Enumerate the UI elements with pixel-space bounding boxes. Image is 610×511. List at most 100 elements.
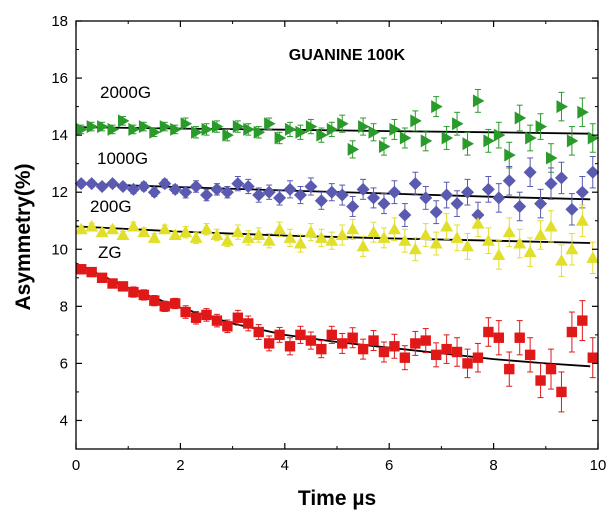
series-label-200g: 200G <box>90 197 132 216</box>
data-point-1000g <box>241 179 255 193</box>
data-point-1000g <box>158 177 172 191</box>
data-point-1000g <box>377 197 391 211</box>
data-point-zg <box>378 346 390 358</box>
data-point-1000g <box>429 205 443 219</box>
data-point-1000g <box>398 208 412 222</box>
data-point-1000g <box>575 185 589 199</box>
data-point-1000g <box>346 199 360 213</box>
x-tick-label: 4 <box>281 457 289 474</box>
data-point-200g <box>137 225 151 238</box>
data-point-200g <box>408 242 422 255</box>
data-point-1000g <box>461 185 474 199</box>
data-point-200g <box>492 248 506 260</box>
data-point-2000g <box>368 125 381 139</box>
x-tick-label: 8 <box>489 457 497 474</box>
data-point-zg <box>493 332 505 343</box>
data-point-200g <box>461 239 474 252</box>
data-point-2000g <box>138 120 151 134</box>
data-point-2000g <box>483 134 495 148</box>
data-point-200g <box>179 225 193 238</box>
data-point-1000g <box>440 188 454 202</box>
data-point-2000g <box>191 125 203 139</box>
data-point-1000g <box>200 188 213 202</box>
data-point-1000g <box>210 182 224 196</box>
data-point-1000g <box>325 185 339 199</box>
data-point-200g <box>575 214 589 226</box>
data-point-zg <box>169 298 181 309</box>
data-point-200g <box>346 222 360 235</box>
data-point-zg <box>284 341 296 352</box>
data-point-1000g <box>106 177 120 191</box>
data-point-2000g <box>117 114 130 128</box>
data-point-zg <box>159 301 170 312</box>
data-point-1000g <box>252 188 266 202</box>
x-tick-label: 6 <box>385 457 393 474</box>
x-tick-label: 0 <box>72 457 80 474</box>
data-point-zg <box>347 332 358 343</box>
data-point-2000g <box>222 128 234 142</box>
data-point-1000g <box>168 182 182 196</box>
data-point-1000g <box>74 177 88 191</box>
data-point-200g <box>471 217 485 229</box>
data-point-200g <box>356 239 370 252</box>
data-point-1000g <box>231 177 245 191</box>
data-point-zg <box>504 363 515 375</box>
data-point-2000g <box>504 148 516 162</box>
data-point-zg <box>180 306 191 318</box>
data-point-zg <box>274 329 285 341</box>
data-point-1000g <box>471 208 485 222</box>
data-point-1000g <box>95 179 109 193</box>
y-tick-label: 10 <box>51 241 68 258</box>
data-point-zg <box>566 326 578 338</box>
data-point-200g <box>314 231 328 243</box>
data-point-1000g <box>293 188 307 202</box>
data-point-200g <box>513 237 527 249</box>
data-point-2000g <box>587 131 600 145</box>
data-point-200g <box>241 231 255 243</box>
data-point-2000g <box>378 140 391 154</box>
data-point-zg <box>410 338 421 349</box>
data-point-2000g <box>285 122 297 136</box>
data-point-zg <box>556 386 567 398</box>
data-point-1000g <box>304 179 318 193</box>
data-point-2000g <box>159 120 172 134</box>
y-tick-label: 18 <box>51 13 68 30</box>
series-label-1000g: 1000G <box>97 149 148 168</box>
data-point-2000g <box>107 122 120 136</box>
data-point-zg <box>201 309 212 321</box>
data-point-2000g <box>514 111 527 125</box>
data-point-200g <box>502 225 516 238</box>
data-point-zg <box>420 335 431 346</box>
data-point-2000g <box>128 122 140 136</box>
data-point-2000g <box>243 122 255 136</box>
data-point-1000g <box>335 188 349 202</box>
data-point-zg <box>357 343 369 355</box>
data-point-200g <box>210 228 224 240</box>
data-point-zg <box>483 326 494 338</box>
data-point-200g <box>85 219 99 232</box>
data-point-1000g <box>513 199 527 213</box>
data-point-200g <box>534 228 548 240</box>
data-point-1000g <box>220 185 234 199</box>
data-point-2000g <box>170 122 182 136</box>
data-point-2000g <box>295 125 307 139</box>
data-point-1000g <box>565 202 579 216</box>
data-point-2000g <box>326 122 339 136</box>
data-point-2000g <box>180 117 193 131</box>
data-point-zg <box>190 312 202 323</box>
data-point-zg <box>545 363 557 375</box>
data-point-1000g <box>502 174 516 188</box>
data-point-2000g <box>462 137 474 151</box>
data-point-1000g <box>586 165 600 179</box>
data-point-200g <box>325 234 339 246</box>
data-point-200g <box>335 228 349 240</box>
data-point-200g <box>450 231 464 243</box>
data-point-2000g <box>264 117 276 131</box>
x-axis-label: Time µs <box>298 487 376 510</box>
data-point-zg <box>263 338 275 349</box>
fit-curve-zg <box>75 262 591 368</box>
data-point-200g <box>158 222 172 235</box>
data-point-200g <box>398 234 412 246</box>
data-point-zg <box>253 326 264 338</box>
data-point-2000g <box>305 120 318 134</box>
